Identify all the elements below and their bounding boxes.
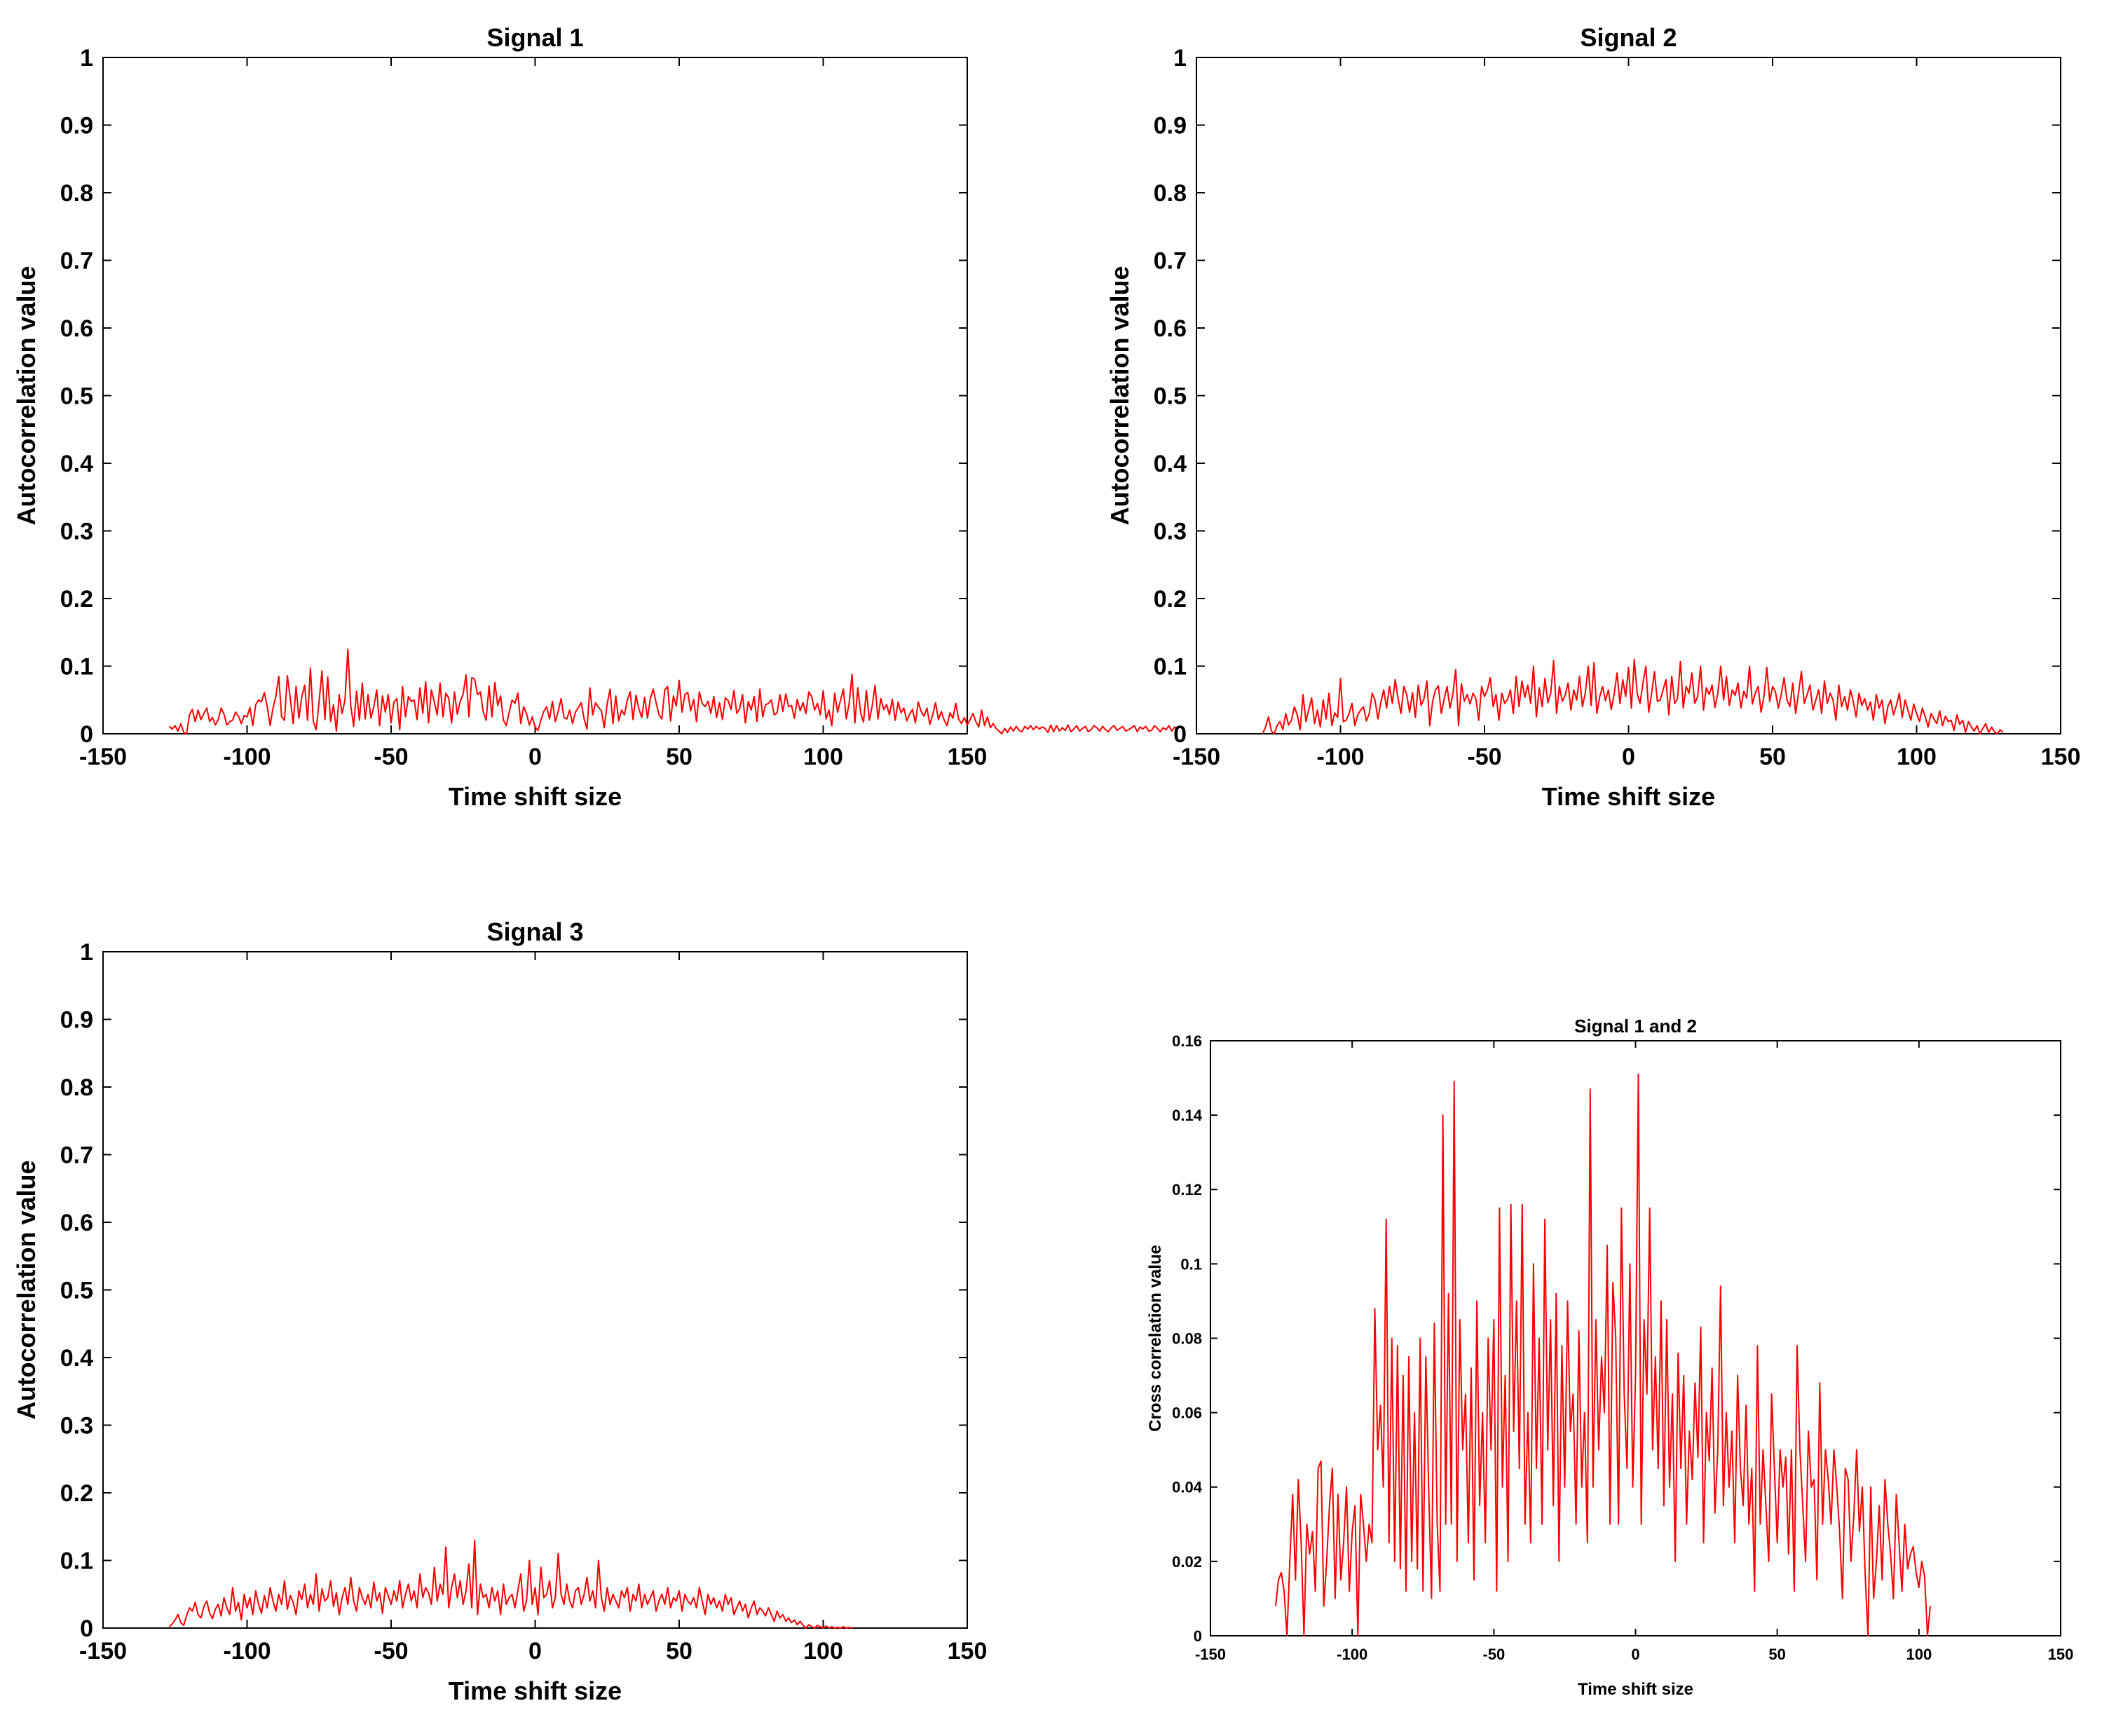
y-tick-label: 0.2 — [60, 586, 93, 613]
chart-title: Signal 1 — [486, 23, 583, 52]
y-tick-label: 0.1 — [60, 1548, 93, 1575]
y-tick-label: 0 — [80, 721, 93, 748]
y-tick-label: 0.3 — [60, 1413, 93, 1440]
x-axis-label: Time shift size — [449, 782, 622, 811]
y-tick-label: 0.9 — [60, 113, 93, 139]
y-tick-label: 0 — [80, 1615, 93, 1642]
signal-2-plot: Signal 2 -150 -100 -50 0 50 100 150 0 0.1 0.2 0.3 0.… — [1105, 23, 2080, 811]
y-tick-label: 1 — [80, 939, 93, 966]
x-tick-label: -150 — [79, 744, 127, 770]
x-tick-label: -150 — [79, 1638, 127, 1665]
x-tick-label: -150 — [1173, 744, 1220, 770]
series-line-1 — [168, 1539, 852, 1629]
x-tick-label: -100 — [1337, 1646, 1367, 1663]
x-tick-label: -100 — [223, 1638, 271, 1665]
signal-3-plot: Signal 3 -150 -100 -50 0 50 100 150 0 0.1 0.2 0.3 0.… — [12, 917, 987, 1705]
x-tick-label: -150 — [1195, 1646, 1226, 1663]
y-tick-label: 0.1 — [60, 654, 93, 681]
y-tick-label: 0.08 — [1172, 1330, 1202, 1347]
y-axis-label: Cross correlation value — [1146, 1245, 1165, 1432]
x-axis-label: Time shift size — [1578, 1680, 1693, 1699]
x-tick-label: 50 — [1759, 744, 1786, 770]
series-line-1 — [1275, 1073, 1931, 1636]
y-tick-label: 0.5 — [60, 1278, 93, 1304]
y-tick-label: 0.7 — [1154, 248, 1187, 275]
x-tick-label: -50 — [1482, 1646, 1505, 1663]
y-tick-label: 0.9 — [1154, 113, 1187, 139]
y-tick-label: 0.04 — [1172, 1479, 1203, 1496]
y-tick-label: 0.8 — [1154, 180, 1187, 207]
y-axis-label: Autocorrelation value — [12, 1160, 41, 1419]
x-tick-label: 150 — [2041, 744, 2081, 770]
y-tick-label: 0.14 — [1172, 1107, 1203, 1124]
y-tick-label: 0.12 — [1172, 1181, 1202, 1198]
y-tick-label: 0.2 — [1154, 586, 1187, 613]
x-tick-label: -50 — [1467, 744, 1501, 770]
x-tick-label: 50 — [1768, 1646, 1785, 1663]
x-tick-label: -50 — [374, 1638, 408, 1665]
signal-1-plot: Signal 1 -150 -100 -50 0 50 100 150 0 0.1 0.2 0.3 0.… — [12, 23, 1178, 811]
x-tick-label: -100 — [223, 744, 271, 770]
y-tick-label: 0.9 — [60, 1007, 93, 1034]
y-tick-label: 0.1 — [1154, 654, 1187, 681]
x-axis-label: Time shift size — [1542, 782, 1715, 811]
y-tick-label: 0.02 — [1172, 1553, 1202, 1571]
chart-title: Signal 2 — [1580, 23, 1677, 52]
x-tick-label: 100 — [803, 1638, 843, 1665]
x-tick-label: 100 — [1906, 1646, 1932, 1663]
x-tick-label: 0 — [528, 1638, 542, 1665]
chart-title: Signal 1 and 2 — [1574, 1016, 1697, 1037]
x-tick-label: -50 — [374, 744, 408, 770]
signal-1-and-2-plot: Signal 1 and 2 -150 -100 -50 0 50 100 150 0 0.02 0… — [1146, 1016, 2073, 1699]
x-tick-label: 0 — [528, 744, 542, 770]
y-tick-label: 0.3 — [1154, 519, 1187, 545]
y-tick-label: 0.6 — [60, 1210, 93, 1236]
chart-title: Signal 3 — [486, 917, 583, 946]
x-tick-label: 150 — [2048, 1646, 2074, 1663]
y-tick-label: 0.1 — [1180, 1255, 1202, 1273]
y-tick-label: 0.16 — [1172, 1032, 1202, 1050]
x-tick-label: 100 — [803, 744, 843, 770]
y-tick-label: 1 — [1173, 45, 1187, 71]
x-axis-label: Time shift size — [449, 1676, 622, 1705]
y-tick-label: 0.5 — [1154, 383, 1187, 410]
y-tick-label: 0.4 — [60, 451, 93, 477]
x-tick-label: -100 — [1316, 744, 1364, 770]
y-tick-label: 0.3 — [60, 519, 93, 545]
y-tick-label: 0.4 — [60, 1345, 93, 1372]
x-tick-label: 50 — [666, 1638, 692, 1665]
series-line-1 — [1262, 658, 2004, 734]
y-tick-label: 0.8 — [60, 180, 93, 207]
y-tick-label: 0.5 — [60, 383, 93, 410]
y-tick-label: 0.06 — [1172, 1404, 1202, 1422]
y-tick-label: 0.4 — [1154, 451, 1187, 477]
y-tick-label: 0.6 — [60, 315, 93, 342]
y-axis-label: Autocorrelation value — [1105, 266, 1134, 525]
y-tick-label: 0 — [1173, 721, 1187, 748]
series-line-1 — [168, 648, 1178, 734]
x-tick-label: 150 — [948, 744, 988, 770]
y-tick-label: 1 — [80, 45, 93, 71]
y-tick-label: 0.6 — [1154, 315, 1187, 342]
x-tick-label: 0 — [1622, 744, 1635, 770]
y-tick-label: 0.7 — [60, 1142, 93, 1169]
y-tick-label: 0.2 — [60, 1480, 93, 1507]
x-tick-label: 100 — [1897, 744, 1937, 770]
y-tick-label: 0.8 — [60, 1074, 93, 1101]
y-tick-label: 0.7 — [60, 248, 93, 275]
x-tick-label: 0 — [1631, 1646, 1639, 1663]
y-axis-label: Autocorrelation value — [12, 266, 41, 525]
x-tick-label: 50 — [666, 744, 692, 770]
y-tick-label: 0 — [1194, 1627, 1202, 1645]
x-tick-label: 150 — [948, 1638, 988, 1665]
